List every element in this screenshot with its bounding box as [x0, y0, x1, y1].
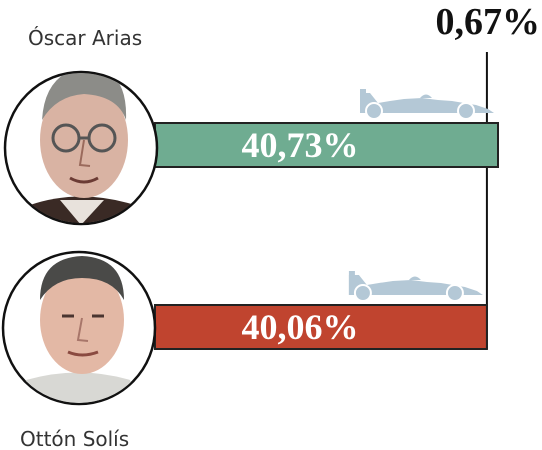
- value-label-otton-solis: 40,06%: [242, 307, 359, 347]
- candidate-name-otton-solis: Ottón Solís: [20, 427, 129, 450]
- margin-label: 0,67%: [436, 1, 541, 43]
- value-label-oscar-arias: 40,73%: [242, 125, 359, 165]
- race-car-icon: [360, 89, 494, 120]
- oscar-arias-portrait: [3, 70, 159, 226]
- bar-oscar-arias: [154, 122, 499, 168]
- otton-solis-portrait: [1, 250, 157, 406]
- bar-otton-solis: [154, 304, 488, 350]
- race-car-icon: [348, 271, 483, 302]
- candidate-name-oscar-arias: Óscar Arias: [28, 26, 142, 50]
